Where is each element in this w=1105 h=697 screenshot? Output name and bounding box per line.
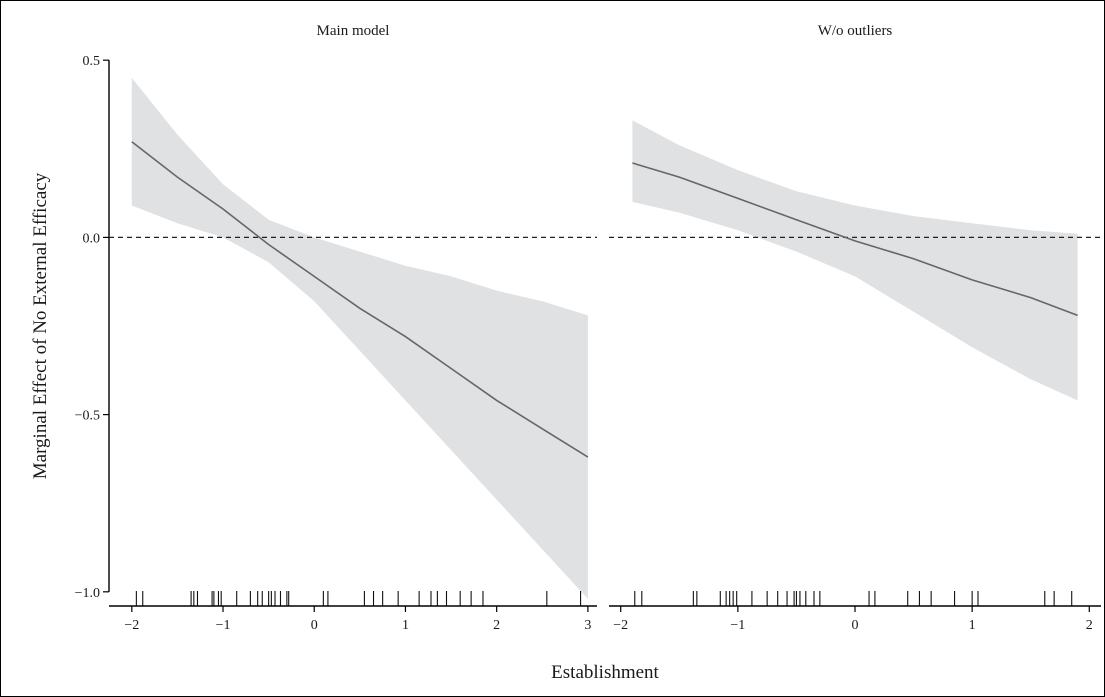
- x-tick-label: 2: [493, 618, 500, 633]
- marginal-effect-line: [131, 141, 589, 458]
- x-tick-label: 3: [584, 618, 591, 633]
- y-tick-label: 0.5: [83, 54, 101, 69]
- y-tick-label: −0.5: [75, 409, 100, 424]
- x-tick-label: −2: [613, 618, 628, 633]
- x-tick-label: −1: [730, 618, 745, 633]
- panel-title: W/o outliers: [818, 23, 893, 39]
- x-tick-label: 0: [852, 618, 859, 633]
- confidence-ribbon: [632, 120, 1078, 401]
- x-tick-label: −2: [124, 618, 139, 633]
- y-tick-label: −1.0: [75, 586, 100, 601]
- confidence-ribbon: [131, 77, 588, 599]
- x-tick-label: 1: [402, 618, 409, 633]
- x-tick-label: 0: [311, 618, 318, 633]
- marginal-effect-line: [632, 162, 1078, 317]
- x-tick-label: −1: [216, 618, 231, 633]
- y-axis-title: Marginal Effect of No External Efficacy: [30, 172, 51, 479]
- x-axis-title: Establishment: [551, 662, 659, 683]
- x-tick-label: 1: [969, 618, 976, 633]
- panel-title: Main model: [317, 23, 390, 39]
- x-tick-label: 2: [1086, 618, 1093, 633]
- y-tick-label: 0.0: [83, 231, 101, 246]
